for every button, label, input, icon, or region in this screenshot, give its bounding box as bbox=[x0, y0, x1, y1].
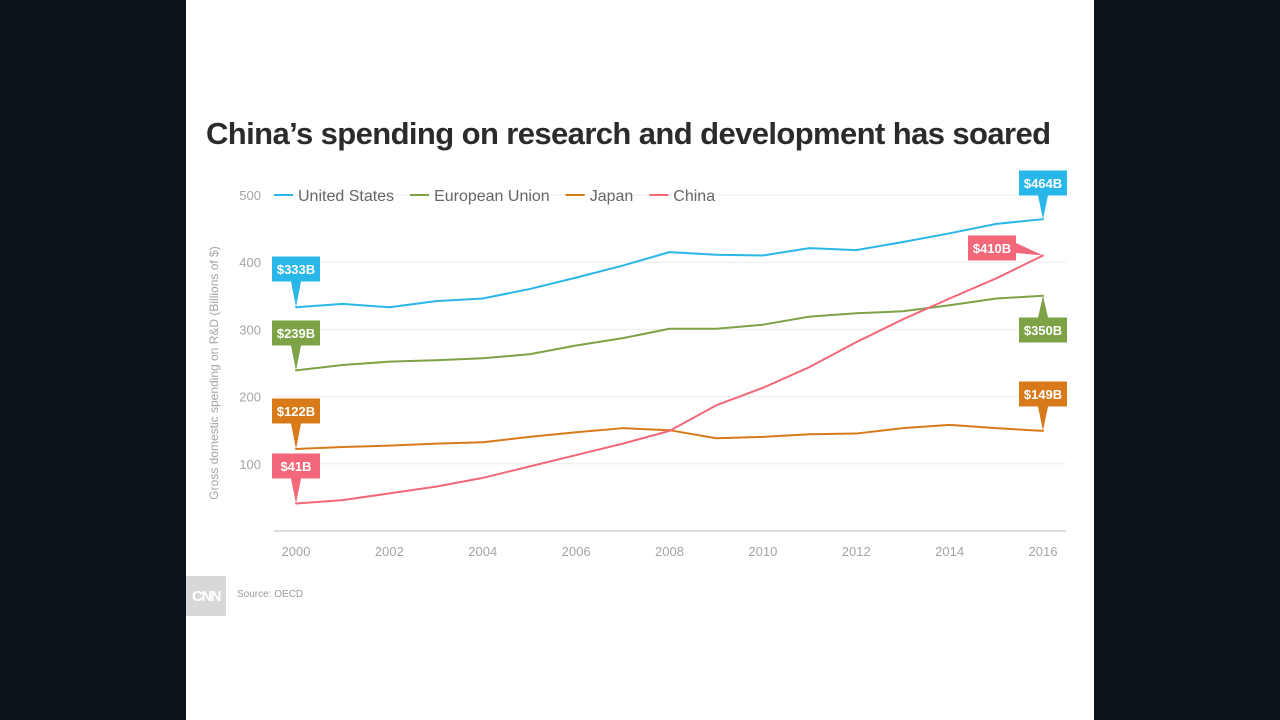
callout-box bbox=[1019, 170, 1067, 196]
data-label: $333B bbox=[277, 262, 315, 277]
y-tick-label: 300 bbox=[239, 322, 261, 337]
data-label: $239B bbox=[277, 326, 315, 341]
china-start-label: $41B bbox=[272, 453, 320, 504]
source-note: Source: OECD bbox=[237, 589, 304, 600]
callout-pointer bbox=[291, 423, 301, 450]
callout-box bbox=[272, 453, 320, 479]
y-tick-label: 100 bbox=[239, 457, 261, 472]
callout-pointer bbox=[1038, 406, 1048, 431]
x-tick-label: 2016 bbox=[1029, 544, 1058, 559]
callout-pointer bbox=[291, 478, 301, 504]
legend-entry: Japan bbox=[590, 188, 634, 205]
chart-panel: China’s spending on research and develop… bbox=[186, 0, 1094, 720]
series-line bbox=[295, 423, 1044, 451]
data-label: $350B bbox=[1024, 323, 1062, 338]
series-line bbox=[295, 218, 1044, 309]
china-end-label: $410B bbox=[968, 235, 1043, 261]
x-tick-label: 2004 bbox=[468, 544, 497, 559]
callout-box bbox=[968, 235, 1016, 261]
y-tick-label: 200 bbox=[239, 390, 261, 405]
callout-pointer bbox=[1038, 295, 1048, 318]
callout-box bbox=[272, 398, 320, 424]
eu-start-label: $239B bbox=[272, 320, 320, 371]
line-chart: 100 200 300 400 500 2000 2002 2004 2006 2008 2010 2… bbox=[207, 170, 1067, 559]
x-tick-label: 2008 bbox=[655, 544, 684, 559]
x-tick-label: 2000 bbox=[282, 544, 311, 559]
us-end-label: $464B bbox=[1019, 170, 1067, 220]
chart-title: China’s spending on research and develop… bbox=[206, 116, 1051, 151]
legend-entry: European Union bbox=[434, 188, 550, 205]
x-tick-label: 2010 bbox=[748, 544, 777, 559]
data-label: $122B bbox=[277, 404, 315, 419]
series-line bbox=[295, 294, 1044, 372]
data-label: $41B bbox=[280, 459, 311, 474]
callout-pointer bbox=[1038, 195, 1048, 220]
data-label: $410B bbox=[973, 241, 1011, 256]
y-axis-label: Gross domestic spending on R&D (Billions… bbox=[207, 246, 221, 499]
y-tick-label: 400 bbox=[239, 255, 261, 270]
legend-entry: China bbox=[673, 188, 715, 205]
cnn-logo: CNN bbox=[186, 576, 226, 616]
x-tick-label: 2006 bbox=[562, 544, 591, 559]
eu-end-label: $350B bbox=[1019, 295, 1067, 343]
x-tick-label: 2014 bbox=[935, 544, 964, 559]
callout-pointer bbox=[291, 345, 301, 371]
series-line bbox=[295, 254, 1044, 505]
callout-box bbox=[1019, 317, 1067, 343]
x-tick-label: 2002 bbox=[375, 544, 404, 559]
y-tick-label: 500 bbox=[239, 188, 261, 203]
callout-box bbox=[272, 256, 320, 282]
us-start-label: $333B bbox=[272, 256, 320, 308]
data-label: $464B bbox=[1024, 176, 1062, 191]
japan-end-label: $149B bbox=[1019, 381, 1067, 431]
callout-box bbox=[272, 320, 320, 346]
japan-start-label: $122B bbox=[272, 398, 320, 450]
data-label: $149B bbox=[1024, 387, 1062, 402]
callout-box bbox=[1019, 381, 1067, 407]
x-tick-label: 2012 bbox=[842, 544, 871, 559]
callout-pointer bbox=[1016, 243, 1043, 256]
callout-pointer bbox=[291, 281, 301, 308]
legend-entry: United States bbox=[298, 188, 394, 205]
